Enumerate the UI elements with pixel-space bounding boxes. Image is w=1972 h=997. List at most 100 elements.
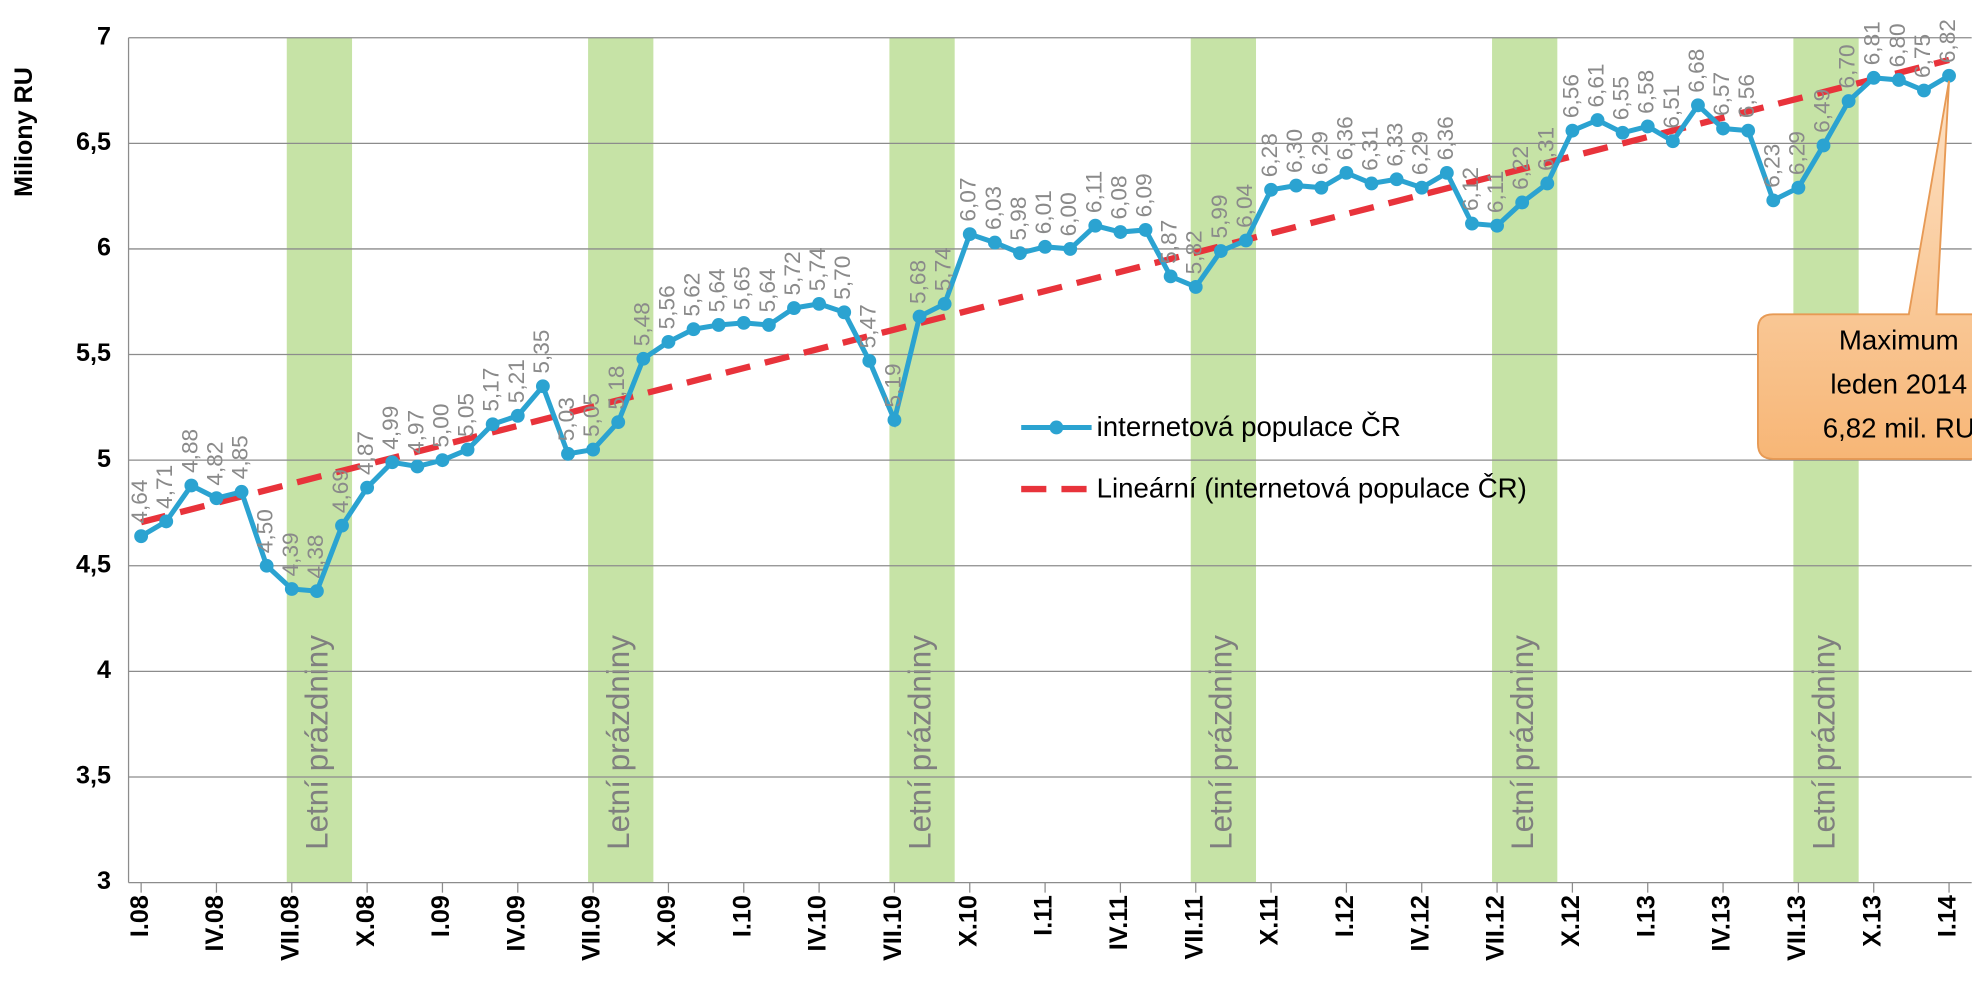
data-point [209,491,224,506]
x-tick-label: VII.12 [1482,895,1510,961]
data-point [937,296,952,311]
y-axis-label: Miliony RU [10,67,38,197]
x-tick-label: X.12 [1557,895,1585,947]
data-point [1088,218,1103,233]
data-label: 6,58 [1634,70,1659,114]
data-point [686,322,701,337]
data-label: 5,00 [428,404,453,448]
data-point [234,484,249,499]
data-point [1389,172,1404,187]
data-label: 5,35 [529,330,554,374]
y-tick-label: 5 [97,445,111,473]
data-point [1314,180,1329,195]
data-label: 5,48 [629,302,654,346]
data-point [787,301,801,315]
data-point [259,558,274,573]
data-point [1741,123,1756,138]
data-label: 5,72 [780,251,805,295]
data-point [485,417,500,432]
data-point [1766,193,1781,208]
data-point [309,584,324,599]
data-label: 5,56 [654,285,679,329]
callout-text: leden 2014 [1830,368,1967,399]
data-point [1640,119,1655,134]
y-tick-label: 3,5 [76,762,111,790]
data-point [1113,225,1128,239]
data-label: 5,17 [479,368,504,412]
data-label: 4,38 [303,534,328,578]
x-tick-label: IV.08 [201,895,229,951]
data-point [1339,165,1354,180]
data-label: 5,05 [454,393,479,437]
band-label: Letní prázdniny [902,635,937,850]
data-point [284,582,299,596]
x-tick-label: X.13 [1858,895,1886,947]
data-label: 4,64 [127,480,152,524]
data-label: 4,97 [403,410,428,454]
data-point [1063,242,1078,256]
data-point [1138,223,1153,237]
data-label: 6,31 [1358,127,1383,171]
data-label: 6,23 [1759,144,1784,188]
data-point [1917,83,1931,98]
data-point [1691,98,1705,113]
x-tick-label: X.11 [1256,895,1284,945]
data-point [1038,239,1053,254]
data-label: 6,01 [1031,190,1056,234]
data-point [1816,138,1831,153]
data-point [1264,182,1278,197]
data-point [1866,70,1881,85]
data-point [1289,178,1304,193]
data-label: 4,88 [177,429,202,473]
legend-label: Lineární (internetová populace ČR) [1097,473,1527,504]
data-point [812,296,827,311]
x-tick-label: X.10 [954,895,982,947]
x-tick-label: VII.09 [578,895,606,961]
x-tick-label: I.08 [126,895,154,937]
data-point [736,315,751,330]
data-point [134,529,149,544]
data-label: 4,39 [278,532,303,576]
x-tick-label: I.09 [427,895,455,937]
data-label: 6,08 [1106,175,1131,219]
data-point [360,480,375,495]
data-label: 6,75 [1910,34,1935,78]
data-point [1163,269,1178,284]
data-point [1414,180,1429,195]
data-label: 4,82 [202,442,227,486]
x-tick-label: VII.10 [879,895,907,961]
data-label: 5,21 [504,359,529,403]
y-tick-label: 3 [97,867,111,895]
data-label: 4,85 [228,435,253,479]
x-tick-label: I.11 [1030,895,1058,936]
data-label: 6,56 [1558,74,1583,118]
data-point [887,413,902,427]
data-point [561,446,575,461]
band-label: Letní prázdniny [601,635,636,850]
data-label: 5,03 [554,397,579,441]
data-point [636,351,651,366]
data-label: 5,64 [705,268,730,312]
data-point [1891,73,1906,87]
data-label: 6,29 [1784,131,1809,175]
data-point [1615,125,1630,140]
data-line [139,73,1951,594]
legend-marker [1049,420,1064,435]
band-label: Letní prázdniny [1505,635,1540,850]
data-label: 4,69 [328,469,353,513]
x-tick-label: I.12 [1331,895,1359,937]
x-tick-label: IV.12 [1406,895,1434,951]
data-point [1213,244,1228,258]
y-tick-label: 4 [97,656,111,684]
data-label: 5,65 [730,266,755,310]
data-point [962,227,977,242]
data-point [837,305,852,320]
data-point [335,518,349,533]
data-label: 6,36 [1433,116,1458,160]
data-point [1364,176,1379,191]
data-point [1942,68,1956,83]
data-label: 5,18 [604,366,629,410]
x-tick-label: VII.13 [1783,895,1811,961]
data-label: 6,33 [1383,123,1408,167]
y-tick-label: 5,5 [76,339,111,367]
